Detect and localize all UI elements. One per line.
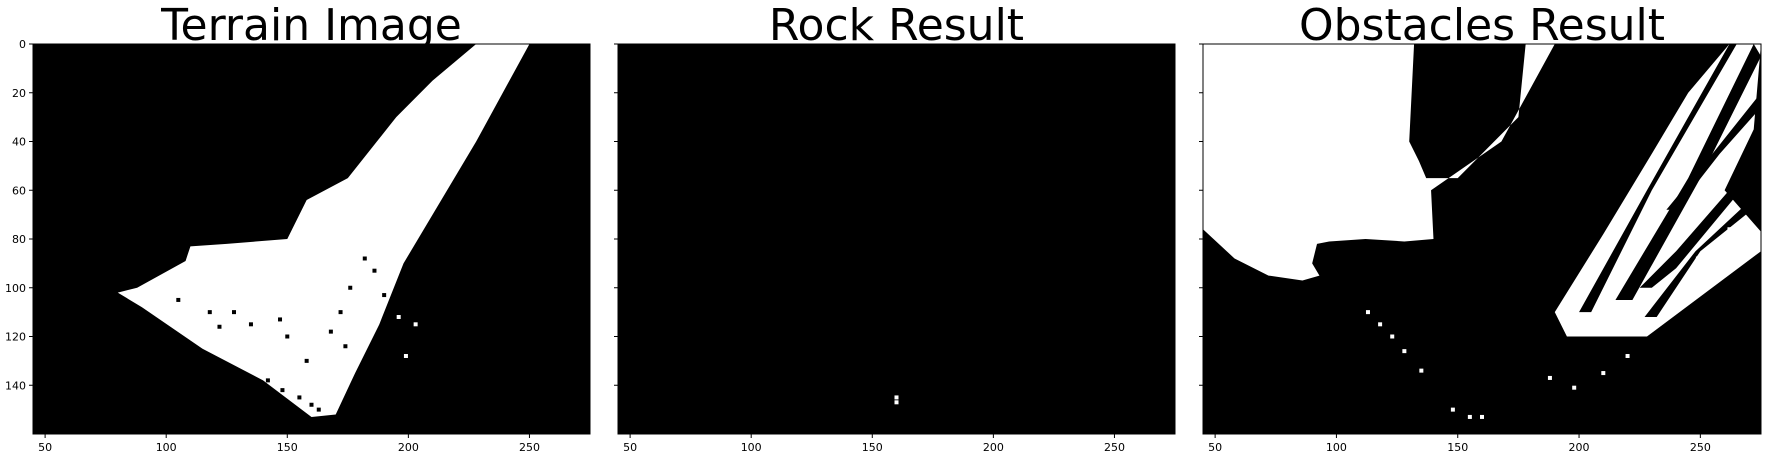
black-speckle: [280, 388, 285, 393]
black-speckle: [232, 310, 237, 315]
x-tick-label: 200: [983, 441, 1004, 454]
panel-title: Rock Result: [769, 0, 1024, 51]
x-tick-label: 200: [1569, 441, 1590, 454]
white-speckle: [1365, 310, 1370, 315]
stripe-4: [1644, 190, 1761, 317]
black-speckle: [348, 285, 353, 290]
x-tick-label: 100: [741, 441, 762, 454]
black-speckle: [278, 317, 283, 322]
panel-3: 50 100 150 200 250 Obstacles Result: [1199, 0, 1762, 454]
black-speckle: [309, 402, 314, 407]
black-speckle: [382, 293, 387, 298]
black-speckle: [285, 334, 290, 339]
y-tick-label: 40: [12, 136, 26, 149]
black-speckle: [362, 256, 367, 261]
panel-1: 50 100 150 200 250 0 20 40 60 80 100 120 140 Terrain …: [5, 0, 591, 454]
white-speckle: [1390, 334, 1395, 339]
white-speckle: [1695, 256, 1700, 261]
panel-2: 50 100 150 200 250 Rock Result: [614, 0, 1176, 454]
x-tick-label: 100: [1326, 441, 1347, 454]
white-speckle: [403, 354, 408, 358]
stripe-1: [1579, 44, 1737, 313]
white-speckle: [1467, 414, 1472, 419]
black-speckle: [297, 395, 302, 400]
black-speckle: [316, 407, 321, 412]
black-speckle: [207, 310, 212, 315]
white-speckle: [894, 400, 899, 405]
x-tick-label: 200: [398, 441, 419, 454]
x-tick-label: 100: [156, 441, 177, 454]
image-background: [618, 44, 1175, 434]
black-speckle: [265, 378, 270, 383]
y-tick-label: 20: [12, 87, 26, 100]
white-speckle: [413, 322, 418, 327]
white-speckle: [365, 293, 370, 298]
black-speckle: [176, 297, 181, 302]
white-speckle: [1419, 368, 1424, 373]
x-tick-label: 50: [623, 441, 637, 454]
white-speckle: [1378, 322, 1383, 327]
x-tick-label: 50: [38, 441, 52, 454]
x-tick-label: 250: [1690, 441, 1711, 454]
black-speckle: [217, 324, 222, 329]
white-speckle: [1402, 349, 1407, 354]
white-speckle: [1625, 354, 1630, 358]
y-tick-label: 140: [5, 379, 26, 392]
x-tick-label: 150: [277, 441, 298, 454]
y-tick-label: 120: [5, 331, 26, 344]
x-tick-label: 150: [862, 441, 883, 454]
panel-title: Terrain Image: [160, 0, 462, 51]
x-tick-label: 50: [1208, 441, 1222, 454]
y-tick-label: 100: [5, 282, 26, 295]
y-tick-label: 0: [19, 38, 26, 51]
black-speckle: [338, 310, 343, 315]
terrain-mask: [117, 44, 530, 417]
white-speckle: [1450, 407, 1455, 412]
x-tick-label: 250: [1104, 441, 1125, 454]
white-speckle: [894, 395, 899, 400]
white-speckle: [396, 315, 401, 319]
y-tick-label: 80: [12, 233, 26, 246]
black-speckle: [248, 322, 253, 327]
x-tick-label: 250: [519, 441, 540, 454]
white-speckle: [1572, 385, 1577, 390]
black-speckle: [328, 329, 333, 334]
black-speckle: [372, 268, 377, 273]
black-speckle: [343, 344, 348, 349]
y-tick-label: 60: [12, 184, 26, 197]
white-speckle: [1727, 227, 1732, 232]
white-speckle: [1547, 375, 1552, 380]
black-speckle: [304, 358, 309, 363]
x-tick-label: 150: [1447, 441, 1468, 454]
stripe-2: [1615, 44, 1761, 300]
upper-left-obstacle: [1203, 44, 1555, 281]
white-speckle: [1480, 414, 1484, 419]
white-speckle: [1601, 371, 1606, 376]
panel-title: Obstacles Result: [1299, 0, 1665, 51]
